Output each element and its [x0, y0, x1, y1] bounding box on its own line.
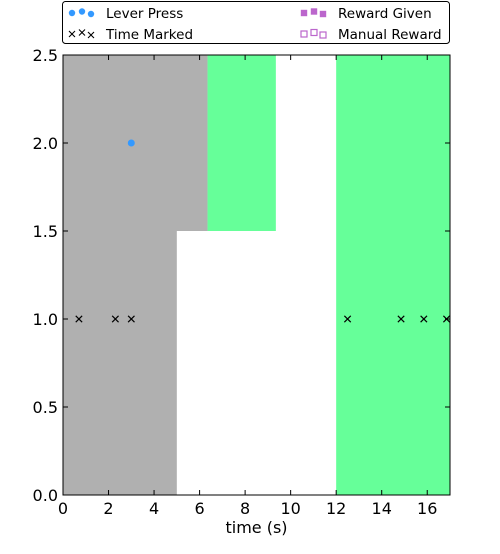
y-tick-label: 1.0: [33, 310, 58, 329]
x-tick-label: 2: [103, 499, 113, 518]
legend-square-icon: [300, 9, 308, 17]
y-tick-label: 0.5: [33, 398, 58, 417]
x-tick-label: 0: [58, 499, 68, 518]
time-marked-point: [75, 315, 83, 323]
legend: Lever Press Reward Given Time Marked Manual…: [62, 1, 450, 44]
legend-entry: Manual Reward: [300, 27, 442, 43]
region-0: [63, 55, 208, 231]
legend-open-square-icon: [310, 28, 318, 37]
legend-circle-icon: [87, 10, 95, 18]
y-tick-label: 0.0: [33, 486, 58, 505]
legend-square-icon: [310, 8, 318, 15]
x-stroke: [420, 315, 428, 323]
x-tick-label: 4: [149, 499, 159, 518]
region-2: [207, 55, 276, 231]
legend-circle-icon: [68, 9, 76, 17]
axis-ticks: 0 2 4 6 8 10 12 14 16 0.0 0.5 1.0 1.5 2.0 2.5: [33, 46, 450, 518]
x-stroke: [127, 315, 135, 323]
x-tick-label: 10: [280, 499, 300, 518]
legend-circle-icon: [78, 8, 86, 15]
legend-label: Manual Reward: [338, 27, 442, 43]
time-marked-point: [397, 315, 405, 323]
legend-entry: Lever Press: [68, 6, 183, 22]
legend-label: Lever Press: [106, 6, 183, 22]
plot-frame: [62, 54, 451, 496]
lever-press-point: [127, 139, 135, 147]
x-tick-label: 14: [372, 499, 392, 518]
legend-open-square-icon: [319, 31, 327, 39]
time-marked-point: [343, 315, 352, 323]
legend-x-icon: [78, 29, 86, 36]
x-stroke: [111, 315, 119, 323]
x-tick-label: 6: [194, 499, 204, 518]
time-marked-point: [111, 315, 119, 323]
legend-box: [62, 1, 450, 44]
legend-entry: Time Marked: [68, 27, 193, 43]
y-tick-label: 2.0: [33, 134, 58, 153]
legend-entry: Reward Given: [300, 6, 432, 22]
legend-x-icon: [68, 30, 76, 38]
x-stroke: [75, 315, 83, 323]
region-1: [63, 231, 177, 495]
x-tick-label: 12: [326, 499, 346, 518]
legend-open-square-icon: [300, 30, 308, 38]
legend-label: Reward Given: [338, 6, 432, 22]
shaded-regions: [63, 55, 450, 495]
region-3: [336, 55, 450, 495]
y-tick-label: 2.5: [33, 46, 58, 65]
y-tick-label: 1.5: [33, 222, 58, 241]
data-points: [75, 139, 451, 323]
legend-square-icon: [319, 10, 327, 18]
legend-x-icon: [87, 31, 95, 39]
time-marked-point: [420, 315, 428, 323]
x-axis-label: time (s): [225, 518, 287, 537]
legend-label: Time Marked: [105, 27, 193, 43]
x-stroke: [343, 315, 352, 323]
x-tick-label: 8: [240, 499, 250, 518]
time-marked-point: [127, 315, 135, 323]
x-stroke: [397, 315, 405, 323]
x-tick-label: 16: [417, 499, 437, 518]
